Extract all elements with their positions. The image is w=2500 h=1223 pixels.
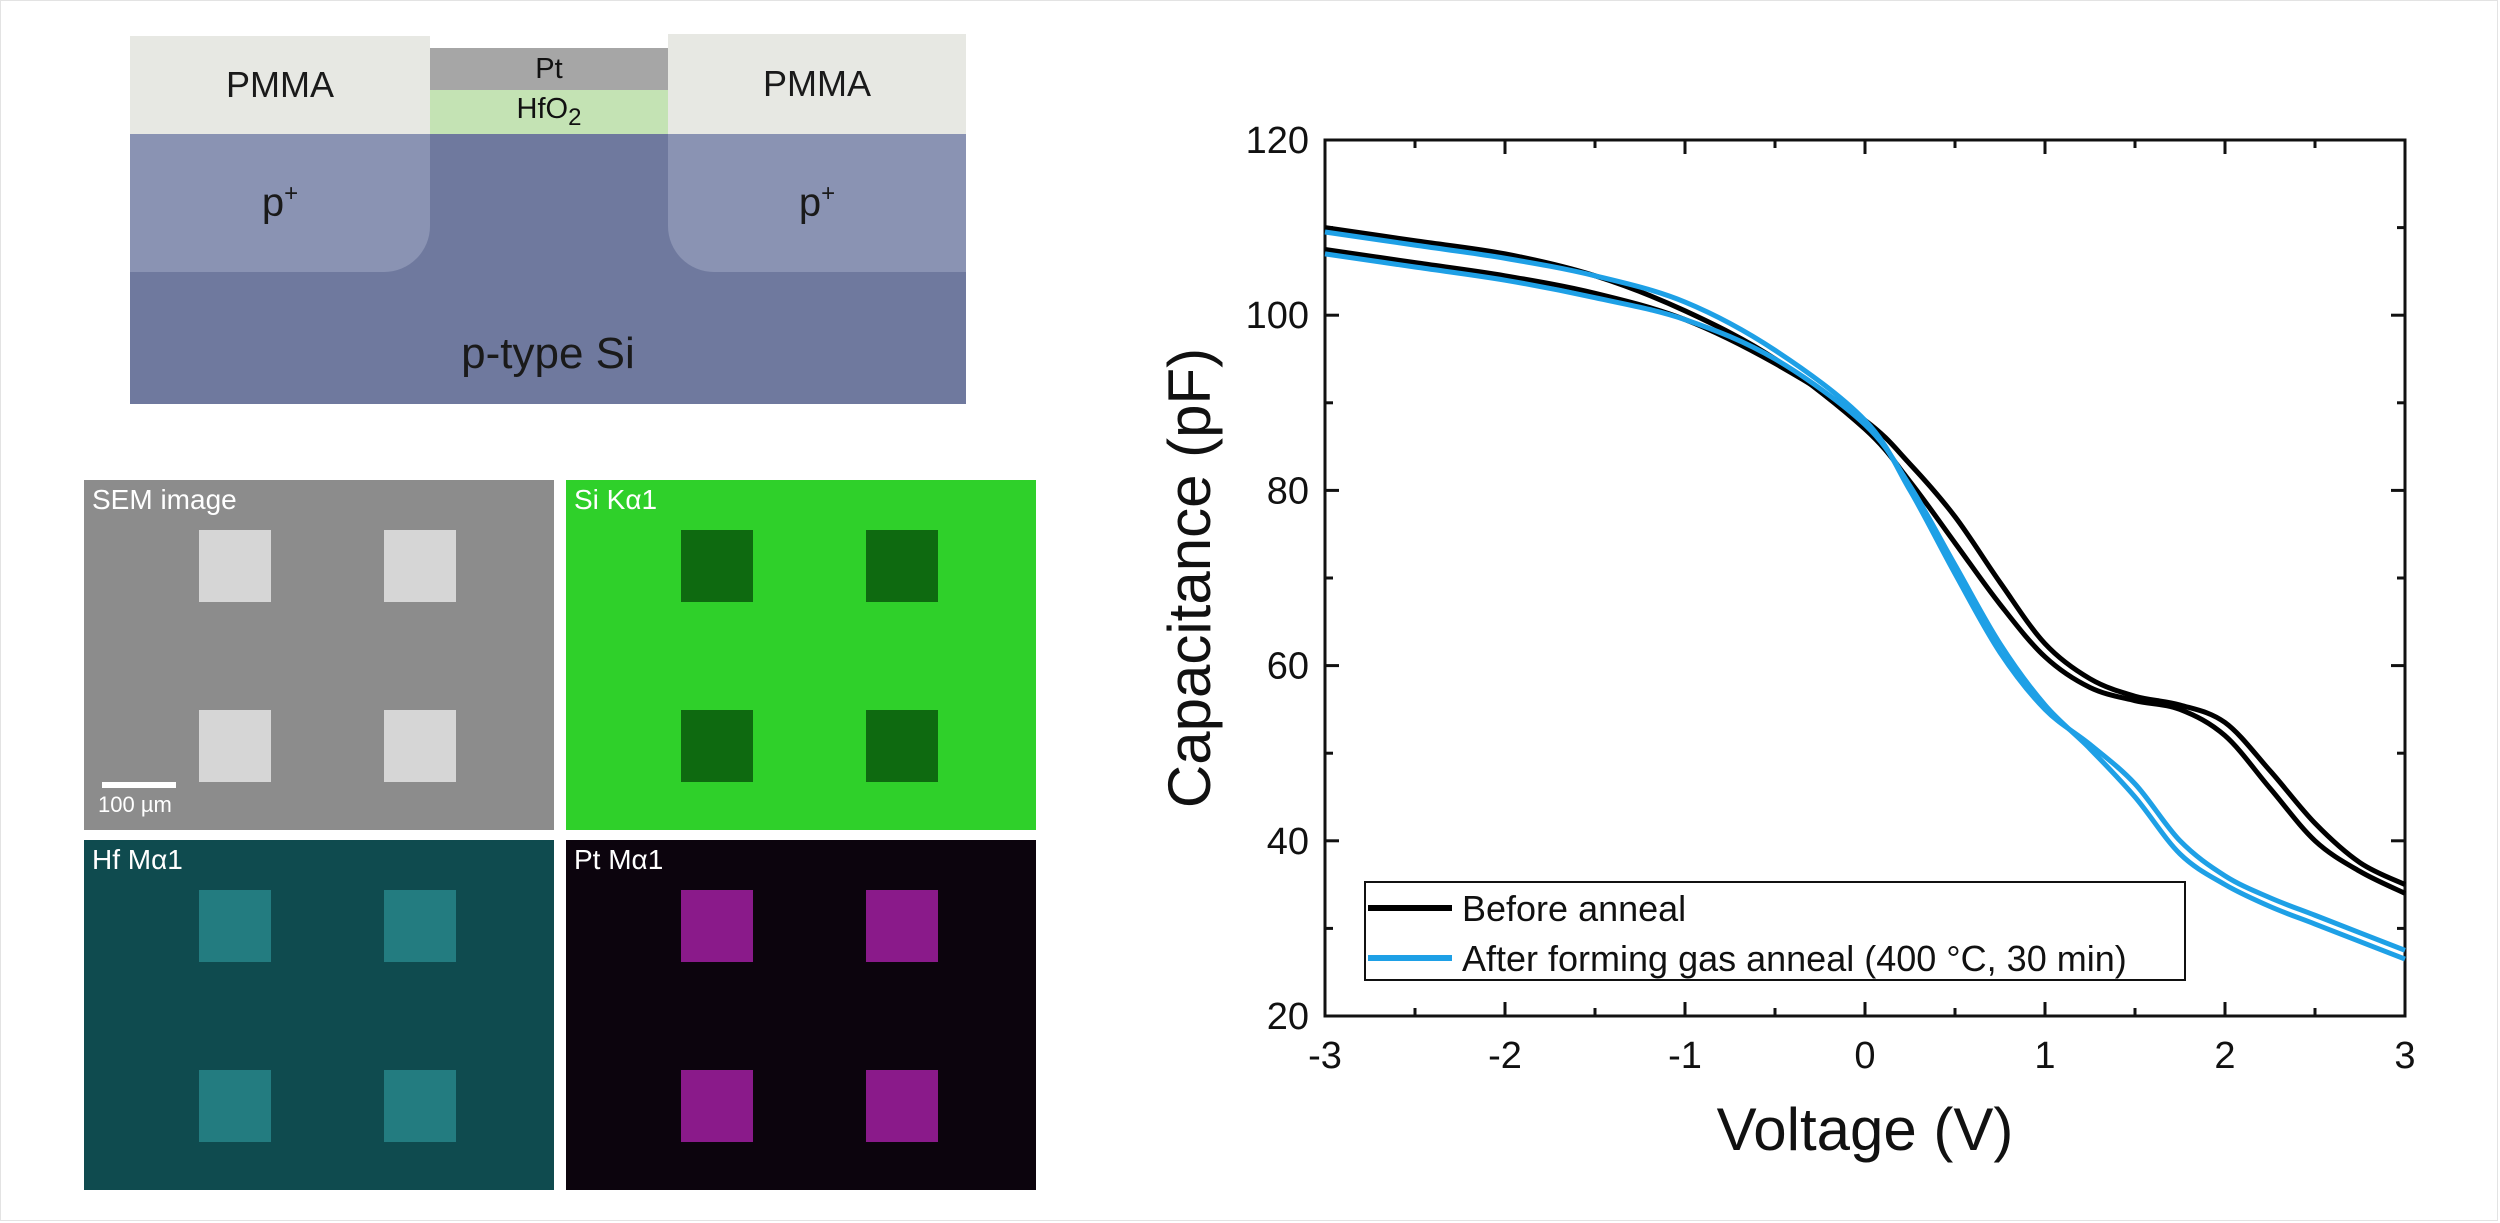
x-tick-label: -2 (1488, 1035, 1522, 1077)
legend-label: After forming gas anneal (400 °C, 30 min… (1462, 938, 2127, 979)
map-title: Hf Mα1 (92, 844, 183, 875)
contact-pad (866, 1070, 938, 1142)
series (1324, 225, 2407, 962)
map-title: SEM image (92, 484, 237, 515)
map-title: Si Kα1 (574, 484, 658, 515)
scale-bar-label: 100 µm (98, 792, 172, 817)
map-title: Pt Mα1 (574, 844, 664, 875)
hf-ma1-map: Hf Mα1 (84, 840, 554, 1190)
x-tick-label: -1 (1668, 1035, 1702, 1077)
p-plus-left-label: p+ (261, 180, 299, 225)
y-tick-label: 80 (1267, 470, 1309, 512)
y-axis-title: Capacitance (pF) (1156, 348, 1223, 808)
contact-pad (199, 1070, 271, 1142)
hfo2-label: HfO2 (516, 92, 582, 131)
y-tick-label: 20 (1267, 996, 1309, 1038)
device-cross-section: p+ p+ p-type Si PMMA PMMA Pt HfO2 (130, 34, 966, 404)
pt-layer: Pt (430, 48, 668, 90)
contact-pad (384, 1070, 456, 1142)
contact-pad (681, 710, 753, 782)
y-tick-label: 100 (1246, 295, 1309, 337)
contact-pad (384, 530, 456, 602)
series-line (1324, 251, 2406, 962)
axes: -3 -2 -1 0 1 2 3 20 40 60 80 100 120 Voltage (V) Capac… (1156, 120, 2416, 1163)
scale-bar (102, 782, 176, 788)
contact-pad (384, 710, 456, 782)
x-tick-label: 3 (2394, 1035, 2415, 1077)
x-tick-label: 2 (2214, 1035, 2235, 1077)
legend-label: Before anneal (1462, 888, 1686, 929)
legend-box (1364, 881, 2186, 981)
pt-ma1-map: Pt Mα1 (566, 840, 1036, 1190)
series-line (1324, 225, 2407, 896)
sem-image-map: SEM image 100 µm (84, 480, 554, 830)
p-plus-right-label: p+ (798, 180, 836, 225)
x-tick-label: 0 (1854, 1035, 1875, 1077)
x-axis-title: Voltage (V) (1717, 1096, 2014, 1163)
y-tick-label: 40 (1267, 821, 1309, 863)
contact-pad (199, 890, 271, 962)
x-tick-label: 1 (2034, 1035, 2055, 1077)
hfo2-layer: HfO2 (430, 90, 668, 134)
y-tick-label: 60 (1267, 646, 1309, 688)
contact-pad (866, 890, 938, 962)
pmma-right: PMMA (668, 34, 966, 134)
si-ka1-map: Si Kα1 (566, 480, 1036, 830)
contact-pad (199, 530, 271, 602)
contact-pad (681, 530, 753, 602)
contact-pad (681, 890, 753, 962)
contact-pad (866, 530, 938, 602)
series-line (1324, 247, 2407, 887)
substrate-label: p-type Si (461, 329, 635, 378)
cv-chart: -3 -2 -1 0 1 2 3 20 40 60 80 100 120 Voltage (V) Capac… (1156, 120, 2416, 1163)
contact-pad (199, 710, 271, 782)
p-plus-region-left: p+ (130, 134, 430, 272)
p-plus-region-right: p+ (668, 134, 966, 272)
y-tick-label: 120 (1246, 120, 1309, 162)
x-tick-label: -3 (1308, 1035, 1342, 1077)
contact-pad (681, 1070, 753, 1142)
legend: Before anneal After forming gas anneal (4… (1364, 881, 2186, 981)
contact-pad (866, 710, 938, 782)
series-line (1324, 229, 2406, 953)
pmma-left: PMMA (130, 36, 430, 134)
contact-pad (384, 890, 456, 962)
